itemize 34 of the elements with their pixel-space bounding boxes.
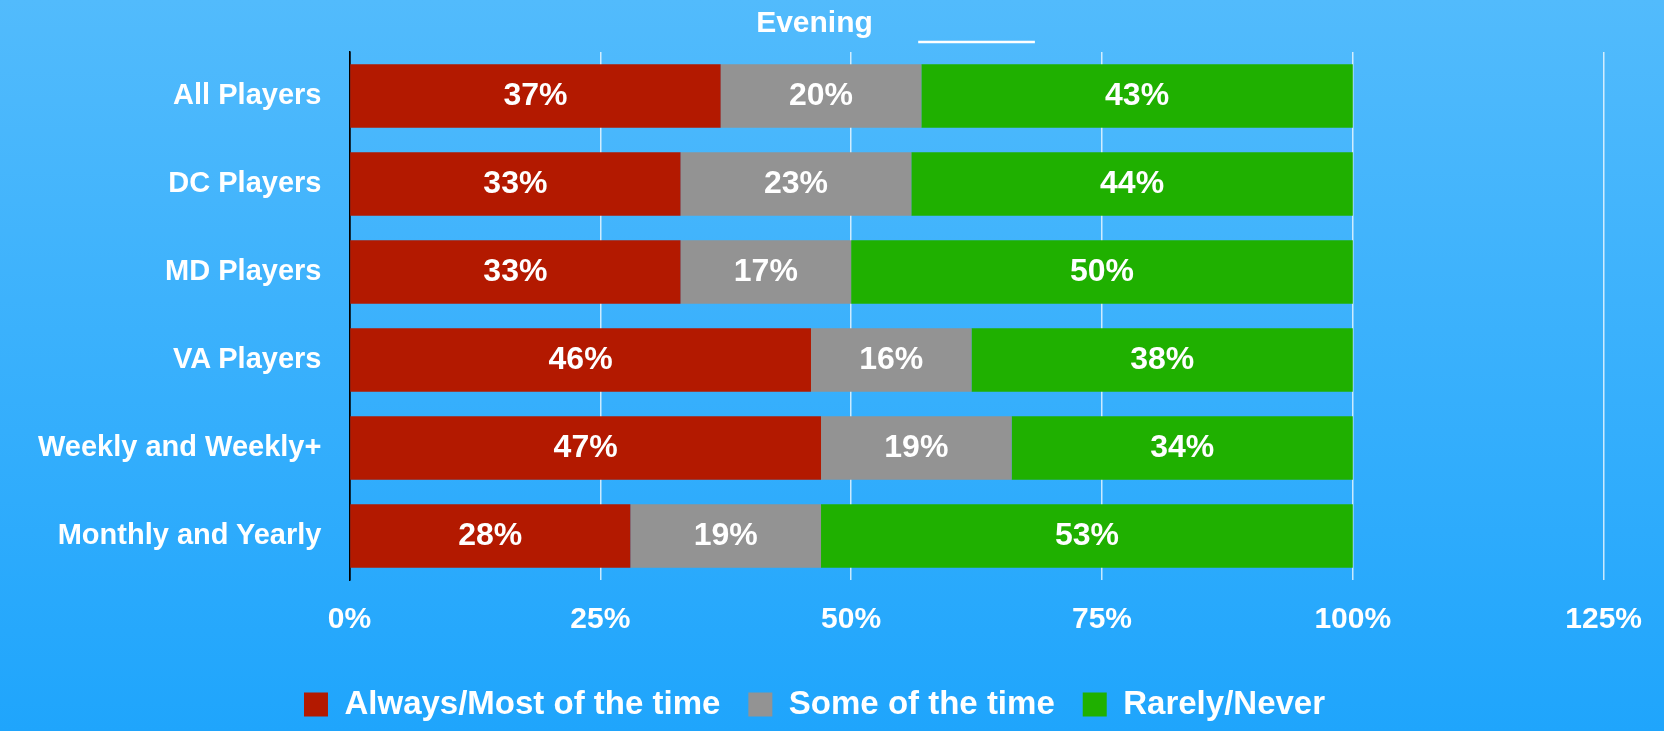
data-label: 44% — [1100, 163, 1165, 200]
data-label: 28% — [458, 515, 523, 552]
data-label: 20% — [789, 75, 854, 112]
data-label: 19% — [693, 515, 758, 552]
data-label: 46% — [548, 339, 613, 376]
x-tick-label: 25% — [570, 601, 631, 635]
data-label: 19% — [884, 427, 949, 464]
x-tick-label: 0% — [327, 601, 372, 635]
y-tick-label: VA Players — [173, 342, 322, 374]
data-label: 23% — [763, 163, 828, 200]
x-tick-label: 50% — [821, 601, 882, 635]
data-label: 38% — [1130, 339, 1195, 376]
data-label: 16% — [859, 339, 924, 376]
data-label: 37% — [503, 75, 568, 112]
data-label: 34% — [1150, 427, 1215, 464]
y-tick-label: Weekly and Weekly+ — [37, 430, 322, 462]
chart-title: Evening — [756, 5, 873, 39]
y-tick-label: DC Players — [168, 166, 322, 198]
data-label: 43% — [1105, 75, 1170, 112]
data-label: 47% — [553, 427, 618, 464]
data-label: 17% — [733, 251, 798, 288]
legend-label: Always/Most of the time — [344, 683, 721, 721]
y-tick-label: MD Players — [165, 254, 322, 286]
data-label: 33% — [483, 163, 548, 200]
legend-label: Rarely/Never — [1123, 683, 1326, 721]
legend-label: Some of the time — [788, 683, 1055, 721]
data-label: 33% — [483, 251, 548, 288]
data-label: 50% — [1069, 251, 1134, 288]
data-label: 53% — [1054, 515, 1119, 552]
y-tick-label: All Players — [173, 78, 322, 110]
y-tick-label: Monthly and Yearly — [57, 518, 322, 550]
x-tick-label: 125% — [1565, 601, 1642, 635]
x-tick-label: 100% — [1314, 601, 1392, 635]
x-tick-label: 75% — [1071, 601, 1132, 635]
